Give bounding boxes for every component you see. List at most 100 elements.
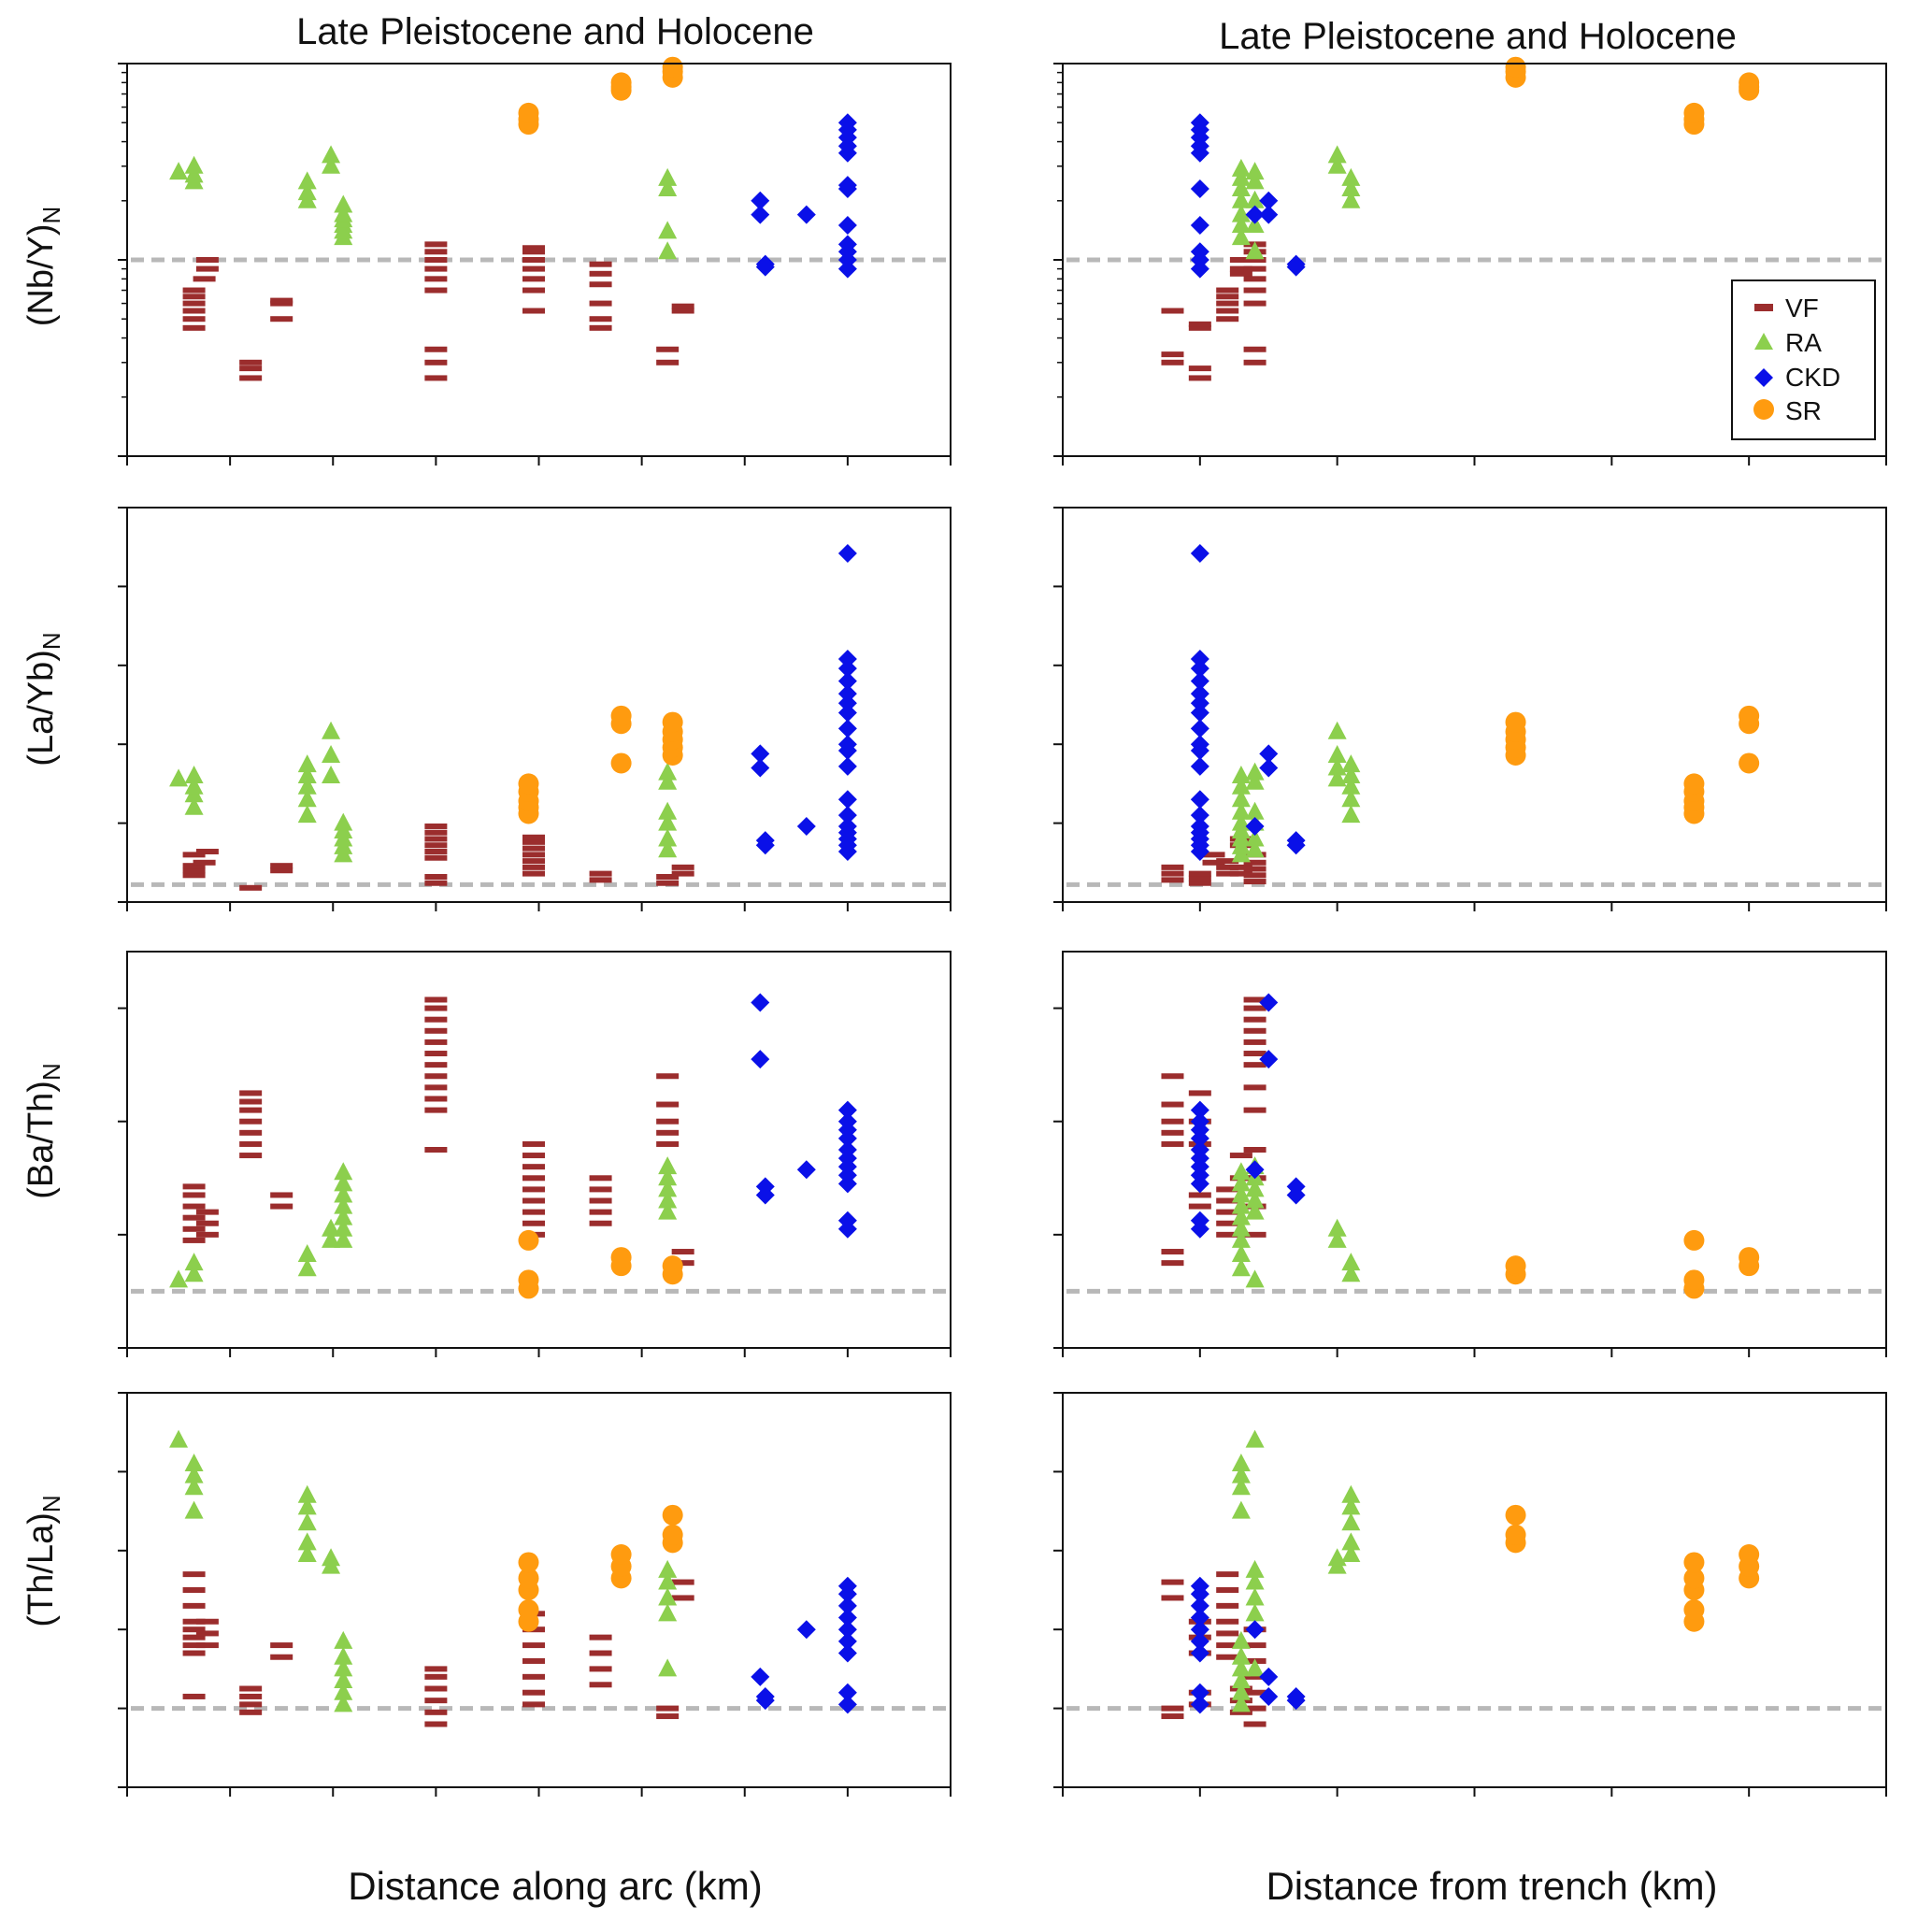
ckd-point: [751, 744, 770, 764]
vf-point: [1161, 308, 1184, 314]
ra-point: [297, 182, 317, 201]
ra-point: [658, 828, 678, 847]
vf-point: [182, 1650, 206, 1656]
ckd-point: [837, 543, 857, 563]
ckd-point: [751, 1667, 770, 1686]
vf-point: [182, 1602, 206, 1609]
vf-point: [239, 1685, 263, 1692]
vf-point: [1161, 870, 1184, 877]
ra-point: [1341, 754, 1361, 773]
vf-point: [195, 1642, 219, 1649]
vf-point: [1161, 1705, 1184, 1712]
vf-point: [1216, 316, 1239, 322]
vf-point: [1243, 346, 1267, 352]
vf-point: [424, 1096, 448, 1102]
ra-point: [297, 1512, 317, 1531]
ra-point: [1231, 1196, 1251, 1214]
vf-point: [589, 870, 612, 877]
ra-point: [334, 1229, 353, 1248]
ra-point: [184, 1253, 204, 1271]
vf-point: [424, 1107, 448, 1113]
ckd-point: [751, 1050, 770, 1069]
ckd-point: [837, 113, 857, 133]
vf-point: [671, 1249, 694, 1255]
sr-point: [1683, 773, 1705, 795]
ckd-point: [1190, 694, 1209, 713]
ra-point: [658, 1571, 678, 1590]
ckd-point: [1286, 1686, 1306, 1706]
vf-point: [1216, 1654, 1239, 1660]
vf-point: [1243, 1084, 1267, 1091]
vf-point: [239, 884, 263, 891]
ra-point: [1245, 762, 1265, 781]
ckd-point: [796, 205, 816, 224]
vf-point: [656, 1705, 680, 1712]
ylabel-la-yb: (La/Yb)N: [21, 632, 65, 766]
ra-point: [1231, 1670, 1251, 1689]
sr-point: [1739, 1544, 1760, 1566]
vf-point: [1243, 1721, 1267, 1727]
plot-frame: [126, 1392, 952, 1788]
vf-point: [522, 1153, 545, 1159]
ra-point: [1231, 1646, 1251, 1665]
vf-point: [1229, 1153, 1252, 1159]
ra-point: [1231, 1465, 1251, 1483]
vf-point: [182, 1237, 206, 1243]
sr-point: [1505, 1524, 1526, 1545]
ra-point: [297, 1258, 317, 1277]
sr-point: [610, 752, 632, 774]
ckd-point: [837, 216, 857, 236]
vf-point: [522, 245, 545, 251]
ckd-point: [1286, 831, 1306, 851]
vf-point: [1188, 1090, 1211, 1096]
sr-point: [518, 102, 539, 123]
vf-point: [424, 1062, 448, 1068]
ra-point: [1231, 801, 1251, 820]
sr-point: [1739, 1247, 1760, 1268]
vf-point: [182, 1571, 206, 1578]
ra-point: [1327, 1218, 1347, 1237]
vf-point: [239, 365, 263, 372]
ra-point: [1245, 801, 1265, 820]
vf-point: [1216, 1602, 1239, 1609]
vf-point: [195, 848, 219, 854]
ra-point: [1245, 1269, 1265, 1288]
ckd-point: [1259, 1050, 1279, 1069]
sr-point: [662, 1255, 683, 1277]
panel-thla-arc: [118, 1392, 952, 1797]
ckd-point: [1190, 659, 1209, 679]
vf-point: [522, 845, 545, 852]
ckd-point: [1190, 242, 1209, 262]
sr-point: [518, 1552, 539, 1573]
ckd-point: [837, 1140, 857, 1159]
sr-point: [1683, 1269, 1705, 1291]
panel-bath-arc: [118, 951, 952, 1357]
sr-point: [662, 1504, 683, 1526]
vf-point: [1161, 1595, 1184, 1601]
vf-point: [1161, 1260, 1184, 1267]
vf-point: [671, 870, 694, 877]
ra-point: [658, 1190, 678, 1209]
sr-point: [1683, 1599, 1705, 1621]
vf-point: [1161, 1140, 1184, 1147]
vf-point: [424, 287, 448, 294]
vf-point: [1243, 1231, 1267, 1238]
ra-point: [1231, 1694, 1251, 1712]
vf-point: [522, 287, 545, 294]
sr-point: [1505, 711, 1526, 733]
legend: VF RA CKD SR: [1731, 279, 1876, 440]
vf-point: [522, 858, 545, 865]
vf-point: [1243, 1705, 1267, 1712]
ra-point: [322, 1229, 341, 1248]
vf-point: [656, 346, 680, 352]
panel-layb-arc: [118, 507, 952, 911]
vf-point: [424, 265, 448, 272]
vf-point: [589, 877, 612, 883]
ra-point: [658, 1168, 678, 1186]
ckd-point: [1245, 1620, 1265, 1640]
ckd-point: [837, 235, 857, 254]
vf-point: [424, 1039, 448, 1045]
panel-thla-trench: [1053, 1392, 1887, 1797]
vf-point: [522, 864, 545, 870]
vf-point: [239, 1129, 263, 1136]
